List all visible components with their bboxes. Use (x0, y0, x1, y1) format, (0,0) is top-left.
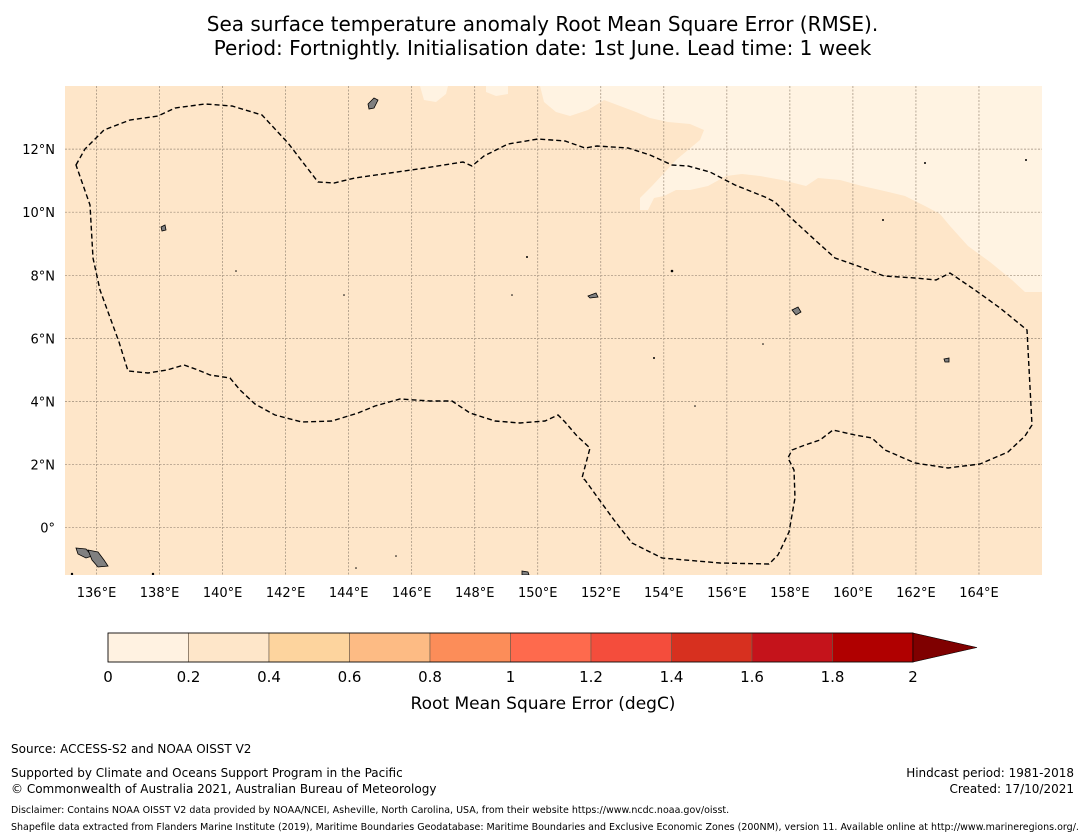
longitude-tick-label: 142°E (266, 586, 306, 601)
colorbar-segment (671, 632, 753, 663)
low-rmse-patches (420, 86, 1042, 292)
longitude-tick-label: 150°E (518, 586, 558, 601)
map-gridlines (65, 86, 1042, 575)
created-date-text: Created: 17/10/2021 (949, 782, 1074, 796)
eez-boundary (75, 103, 1033, 565)
longitude-tick-label: 138°E (140, 586, 180, 601)
longitude-tick-label: 146°E (392, 586, 432, 601)
longitude-tick-label: 162°E (896, 586, 936, 601)
longitude-tick-label: 154°E (644, 586, 684, 601)
colorbar-segment (510, 632, 592, 663)
source-text: Source: ACCESS-S2 and NOAA OISST V2 (11, 742, 252, 756)
shapefile-credit-text: Shapefile data extracted from Flanders M… (11, 822, 1079, 833)
chart-title-line-2: Period: Fortnightly. Initialisation date… (213, 36, 872, 60)
colorbar-tick-label: 1.6 (740, 668, 764, 686)
colorbar-title: Root Mean Square Error (degC) (411, 694, 676, 714)
latitude-tick-label: 12°N (22, 143, 55, 158)
colorbar-tick-label: 1.4 (660, 668, 684, 686)
chart-title-line-1: Sea surface temperature anomaly Root Mea… (206, 12, 879, 36)
colorbar-tick-label: 0.6 (338, 668, 362, 686)
disclaimer-text: Disclaimer: Contains NOAA OISST V2 data … (11, 805, 730, 816)
colorbar-tick-label: 0.4 (257, 668, 281, 686)
colorbar-tick-labels: 0 0.2 0.4 0.6 0.8 1 1.2 1.4 1.6 1.8 2 (103, 668, 918, 686)
support-text: Supported by Climate and Oceans Support … (11, 766, 403, 780)
colorbar-segment (107, 632, 189, 663)
map-area (65, 86, 1042, 575)
colorbar-tick-label: 0 (103, 668, 113, 686)
copyright-text: © Commonwealth of Australia 2021, Austra… (11, 782, 437, 796)
colorbar-tick-label: 0.2 (177, 668, 201, 686)
colorbar-segment (188, 632, 270, 663)
latitude-tick-label: 4°N (31, 395, 56, 410)
colorbar-tick-label: 2 (908, 668, 918, 686)
latitude-tick-labels: 0° 2°N 4°N 6°N 8°N 10°N 12°N (22, 143, 55, 537)
longitude-tick-label: 156°E (707, 586, 747, 601)
colorbar-segment (429, 632, 511, 663)
colorbar-tick-label: 1 (506, 668, 516, 686)
longitude-tick-label: 164°E (959, 586, 999, 601)
colorbar-tick-label: 1.8 (821, 668, 845, 686)
colorbar-segments (107, 632, 914, 663)
colorbar-segment (832, 632, 914, 663)
latitude-tick-label: 6°N (31, 332, 56, 347)
longitude-tick-label: 140°E (203, 586, 243, 601)
hindcast-period-text: Hindcast period: 1981-2018 (906, 766, 1074, 780)
latitude-tick-label: 8°N (31, 269, 56, 284)
islands (70, 97, 1027, 575)
colorbar-tick-label: 1.2 (579, 668, 603, 686)
longitude-tick-label: 136°E (77, 586, 117, 601)
longitude-tick-label: 148°E (455, 586, 495, 601)
colorbar-segment (268, 632, 350, 663)
colorbar-segment (349, 632, 431, 663)
longitude-tick-label: 158°E (770, 586, 810, 601)
longitude-tick-label: 144°E (329, 586, 369, 601)
latitude-tick-label: 10°N (22, 206, 55, 221)
colorbar-extend-arrow (912, 632, 978, 663)
colorbar: 0 0.2 0.4 0.6 0.8 1 1.2 1.4 1.6 1.8 2 Root Mean Sq… (103, 632, 978, 714)
colorbar-tick-label: 0.8 (418, 668, 442, 686)
colorbar-segment (751, 632, 833, 663)
longitude-tick-labels: 136°E 138°E 140°E 142°E 144°E 146°E 148°E 150°E… (77, 586, 999, 601)
latitude-tick-label: 2°N (31, 459, 56, 474)
longitude-tick-label: 152°E (581, 586, 621, 601)
latitude-tick-label: 0° (40, 522, 55, 537)
longitude-tick-label: 160°E (833, 586, 873, 601)
colorbar-segment (590, 632, 672, 663)
